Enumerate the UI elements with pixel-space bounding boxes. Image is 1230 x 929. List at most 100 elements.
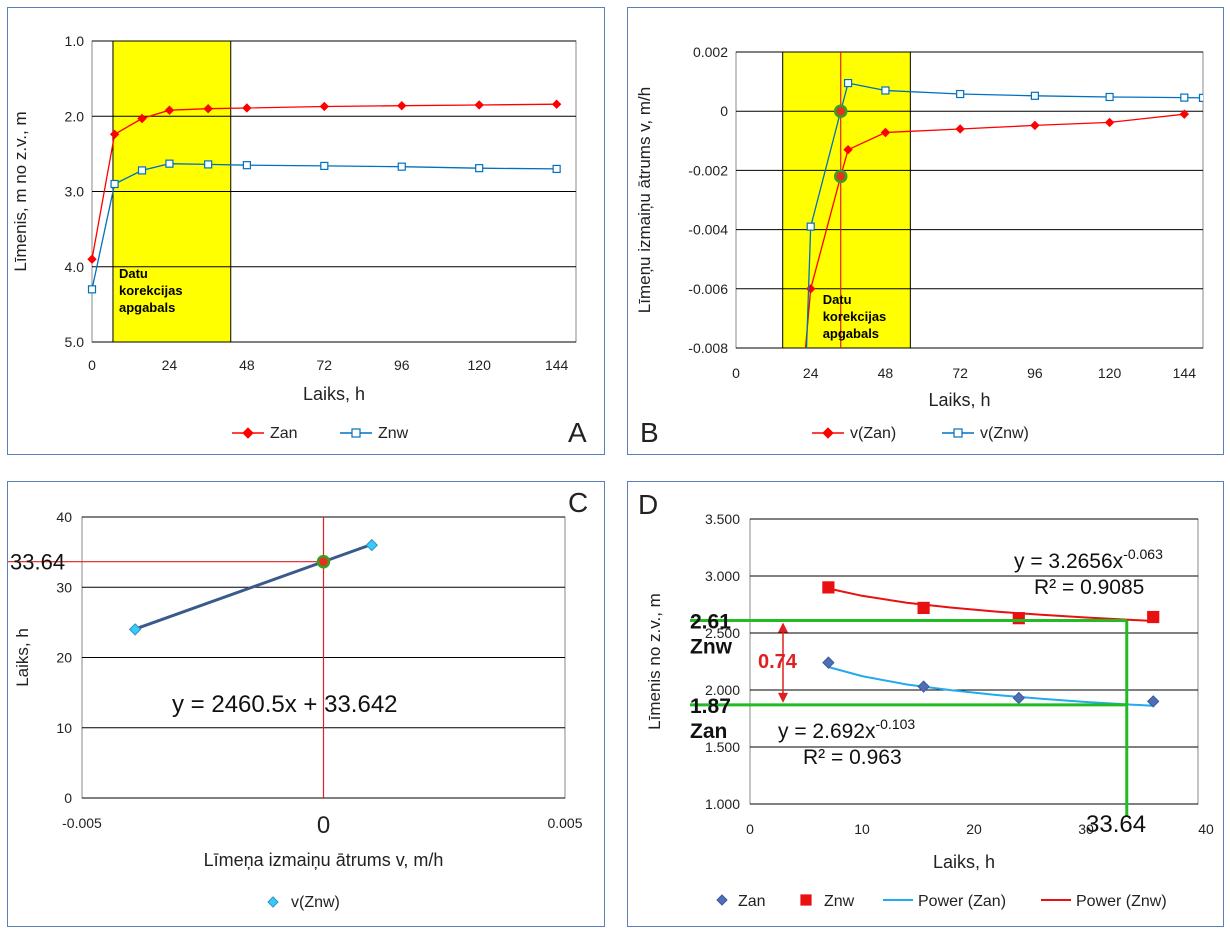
x-tick-label-a: 0 — [88, 357, 96, 373]
x-tick-label-b: 24 — [803, 365, 819, 381]
x-tick-label-a: 48 — [239, 357, 255, 373]
x-tick-label-d: 0 — [746, 821, 754, 837]
point-b-v(Znw) — [843, 78, 853, 88]
y-tick-label-b: -0.002 — [688, 162, 728, 178]
point-a-Zan — [551, 99, 562, 109]
point-d-Zan — [917, 680, 930, 693]
x-tick-label-c: -0.005 — [62, 815, 102, 831]
y-tick-label-a: 3.0 — [65, 184, 85, 200]
point-d-Zan — [822, 656, 835, 669]
point-a-Zan — [164, 105, 175, 115]
x-tick-label-b: 96 — [1027, 365, 1043, 381]
x-tick-label-c: 0.005 — [547, 815, 582, 831]
point-a-Znw — [475, 164, 484, 173]
x-tick-label-a: 24 — [162, 357, 178, 373]
point-d-Znw — [822, 581, 835, 594]
y-axis-label-b: Līmeņu izmaiņu ātrums v, m/h — [635, 87, 654, 313]
legend-d-zan-label: Zan — [738, 893, 766, 910]
region-label-a: apgabals — [119, 300, 175, 315]
x-axis-label-a: Laiks, h — [303, 384, 365, 404]
point-d-Znw — [917, 601, 930, 615]
legend-c-marker — [267, 896, 279, 908]
diff-arrow-head-bottom — [778, 692, 788, 703]
x-tick-label-a: 144 — [545, 357, 569, 373]
legend-a-zan-label: Zan — [270, 425, 298, 442]
equation-znw-exponent: -0.063 — [1123, 546, 1163, 562]
point-b-v(Znw) — [956, 89, 965, 99]
point-d-Znw — [1012, 612, 1025, 625]
panel-letter-d: D — [638, 489, 658, 520]
point-a-Zan — [319, 101, 330, 112]
panel-a: 1.0 2.0 3.0 4.0 5.0 0 24 48 72 96 120 144 Datu korekc… — [7, 7, 605, 455]
chart-c: 0 10 20 30 40 -0.005 0.005 0 33.64 y = 2460.5x + … — [8, 487, 588, 911]
point-a-Znw — [165, 159, 174, 168]
point-b-v(Zan) — [843, 144, 853, 155]
point-d-Znw — [1147, 610, 1160, 624]
legend-d-znw-label: Znw — [824, 893, 855, 910]
y-tick-label-a: 5.0 — [65, 334, 85, 350]
x-tick-label-b: 0 — [732, 365, 740, 381]
y-tick-label-b: 0 — [720, 103, 728, 119]
x-tick-label-a: 72 — [317, 357, 333, 373]
x-tick-label-d: 20 — [966, 821, 982, 837]
region-label-a: Datu — [119, 266, 148, 281]
y-tick-label-b: -0.006 — [688, 281, 728, 297]
y-tick-label-c: 20 — [56, 650, 72, 666]
region-label-b: Datu — [823, 292, 852, 307]
x-tick-label-a: 96 — [394, 357, 410, 373]
x-axis-label-b: Laiks, h — [928, 390, 990, 410]
equation-znw-base: y = 3.2656x — [1014, 550, 1124, 573]
point-b-v(Znw) — [881, 86, 890, 95]
trendline-c — [134, 542, 373, 631]
y-tick-label-d: 3.500 — [705, 511, 740, 527]
y-tick-label-a: 1.0 — [65, 33, 85, 49]
point-a-Zan — [397, 101, 407, 111]
point-c — [365, 538, 379, 552]
point-a-Znw — [87, 285, 97, 294]
y-tick-label-b: -0.004 — [688, 222, 728, 238]
x-tick-label-b: 120 — [1098, 365, 1122, 381]
equation-zan-base: y = 2.692x — [778, 720, 876, 743]
point-a-Zan — [87, 254, 97, 264]
y-tick-label-c: 40 — [56, 509, 72, 525]
point-a-Zan — [242, 103, 252, 113]
znw-value-label: 2.61 — [690, 610, 731, 633]
y-tick-label-d: 2.500 — [705, 625, 740, 641]
y-tick-label-d: 1.500 — [705, 739, 740, 755]
y-tick-label-b: -0.008 — [688, 340, 728, 356]
equation-zan: y = 2.692x-0.103 — [778, 716, 915, 743]
chart-a: 1.0 2.0 3.0 4.0 5.00 24 48 72 96 120 144 Datu korekc… — [11, 33, 587, 448]
x-tick-label-b: 72 — [952, 365, 968, 381]
y-tick-label-a: 4.0 — [65, 259, 85, 275]
r2-znw: R² = 0.9085 — [1034, 576, 1144, 599]
x-tick-label-b: 144 — [1173, 365, 1197, 381]
diff-label-d: 0.74 — [758, 651, 798, 673]
x-tick-label-b: 48 — [878, 365, 894, 381]
point-b-v(Znw) — [1180, 93, 1189, 102]
legend-b-vznw-label: v(Znw) — [980, 425, 1029, 442]
znw-name-label: Znw — [690, 635, 733, 658]
legend-b-vznw-marker — [953, 428, 963, 438]
intersection-point-c — [316, 554, 331, 569]
point-b-v(Znw) — [1030, 91, 1039, 100]
highlight-point-b — [833, 104, 848, 118]
x-tick-label-d: 10 — [854, 821, 870, 837]
region-label-b: apgabals — [823, 326, 879, 341]
point-a-Znw — [137, 166, 147, 175]
series-group-b — [804, 78, 1203, 348]
zero-label-c: 0 — [317, 812, 330, 839]
legend-b-vzan-label: v(Zan) — [850, 425, 896, 442]
legend-a-znw-label: Znw — [378, 425, 409, 442]
x-tick-label-d: 30 — [1078, 821, 1094, 837]
panel-letter-a: A — [568, 417, 587, 448]
point-a-Zan — [109, 129, 120, 140]
chart-d: 1.000 1.500 2.000 2.500 3.000 3.500 0 10 20 30 40 0… — [638, 489, 1214, 910]
legend-d-znw-marker — [800, 894, 812, 906]
legend-d-powznw-label: Power (Znw) — [1076, 893, 1167, 910]
point-b-v(Znw) — [806, 222, 815, 231]
y-tick-label-a: 2.0 — [65, 108, 85, 124]
y-tick-label-d: 2.000 — [705, 682, 740, 698]
point-b-v(Zan) — [1179, 109, 1190, 119]
y-tick-label-b: 0.002 — [693, 44, 728, 60]
point-b-v(Zan) — [880, 127, 891, 138]
